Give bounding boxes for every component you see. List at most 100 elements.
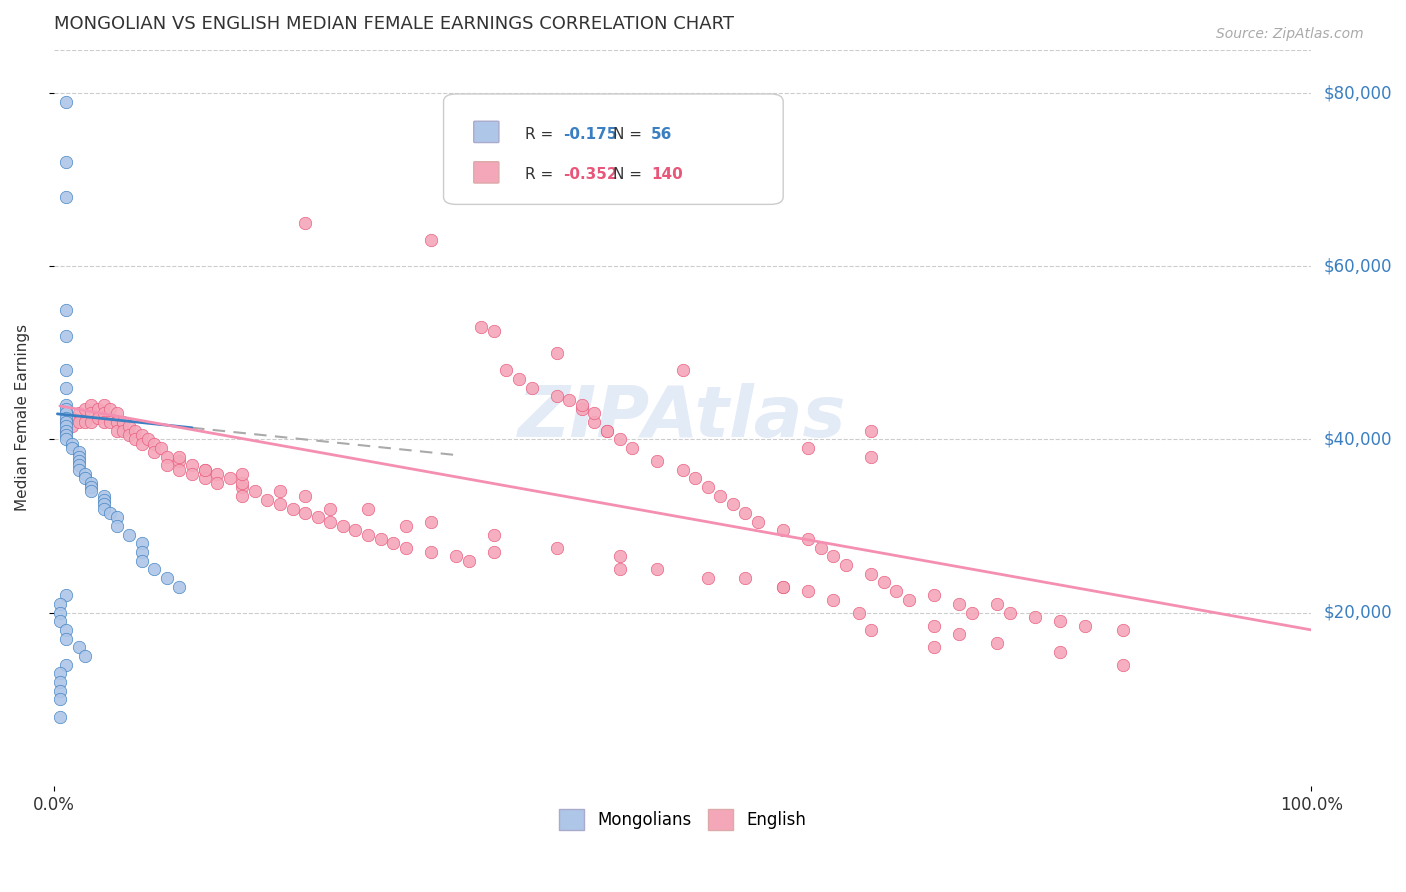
Point (647, 454, 669, 468)
Point (62, 437, 84, 451)
Point (609, 549, 631, 564)
Point (55, 302, 77, 317)
Point (860, 623, 883, 637)
Point (1024, 610, 1046, 624)
Point (218, 471, 240, 485)
Point (835, 558, 858, 572)
Point (395, 519, 418, 533)
Text: ZIPAtlas: ZIPAtlas (519, 384, 846, 452)
Point (55, 328, 77, 343)
Point (55, 95, 77, 109)
Point (193, 471, 215, 485)
Point (205, 467, 228, 481)
Point (747, 515, 769, 529)
Point (797, 532, 820, 546)
Point (55, 407, 77, 421)
Point (181, 467, 204, 481)
Text: 56: 56 (651, 127, 672, 142)
Point (998, 606, 1021, 620)
Point (67, 450, 90, 464)
Point (55, 588, 77, 602)
Point (495, 363, 517, 377)
Point (131, 437, 153, 451)
Point (98, 415, 121, 429)
Point (621, 441, 644, 455)
Point (860, 424, 883, 438)
Point (395, 541, 418, 555)
Point (1112, 623, 1135, 637)
Point (49, 709, 72, 723)
Point (55, 433, 77, 447)
Point (231, 467, 253, 481)
Point (93, 497, 115, 511)
Text: R =: R = (526, 168, 558, 183)
Point (307, 510, 329, 524)
Point (420, 515, 443, 529)
Point (67, 463, 90, 477)
Point (49, 606, 72, 620)
FancyBboxPatch shape (474, 161, 499, 183)
Legend: Mongolians, English: Mongolians, English (553, 803, 813, 837)
Point (55, 380, 77, 394)
Point (86, 402, 108, 417)
Point (73, 402, 96, 417)
Point (344, 524, 367, 538)
Point (243, 484, 266, 499)
Point (55, 419, 77, 434)
Point (111, 424, 134, 438)
Point (797, 584, 820, 599)
Point (860, 566, 883, 581)
Point (734, 571, 756, 585)
Text: -0.352: -0.352 (562, 168, 617, 183)
Point (181, 458, 204, 473)
Point (470, 319, 492, 334)
Point (281, 501, 304, 516)
Point (131, 536, 153, 550)
Point (823, 549, 845, 564)
Point (420, 545, 443, 559)
Text: $80,000: $80,000 (1324, 84, 1392, 102)
Point (546, 389, 568, 403)
Point (596, 424, 619, 438)
Point (62, 441, 84, 455)
Point (772, 524, 794, 538)
FancyBboxPatch shape (474, 121, 499, 143)
Text: Source: ZipAtlas.com: Source: ZipAtlas.com (1216, 27, 1364, 41)
Y-axis label: Median Female Earnings: Median Female Earnings (15, 325, 30, 511)
Point (118, 419, 141, 434)
Point (98, 402, 121, 417)
Point (1049, 644, 1071, 658)
Point (294, 506, 316, 520)
Point (873, 575, 896, 590)
Point (357, 501, 380, 516)
Point (986, 597, 1008, 611)
Point (571, 402, 593, 417)
Point (193, 463, 215, 477)
Point (86, 410, 108, 425)
Point (169, 580, 191, 594)
Point (810, 541, 832, 555)
Point (156, 450, 179, 464)
Point (80, 480, 103, 494)
Point (55, 190, 77, 204)
Point (860, 450, 883, 464)
Point (55, 415, 77, 429)
Point (156, 571, 179, 585)
Point (131, 545, 153, 559)
Point (93, 501, 115, 516)
Point (105, 424, 128, 438)
Point (73, 471, 96, 485)
Point (609, 562, 631, 576)
Point (55, 398, 77, 412)
Point (319, 515, 342, 529)
Point (546, 346, 568, 360)
Point (357, 527, 380, 541)
Point (49, 683, 72, 698)
Point (482, 545, 505, 559)
Point (294, 216, 316, 230)
Point (848, 606, 870, 620)
Point (80, 398, 103, 412)
Point (124, 433, 146, 447)
Point (797, 441, 820, 455)
Point (143, 562, 166, 576)
